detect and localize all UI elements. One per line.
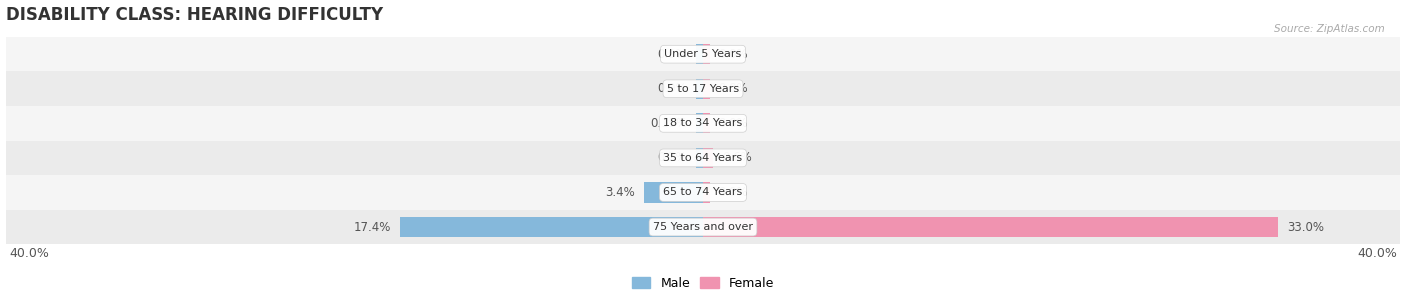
Text: Source: ZipAtlas.com: Source: ZipAtlas.com [1274, 24, 1385, 35]
Text: 65 to 74 Years: 65 to 74 Years [664, 188, 742, 197]
Bar [6, 141, 1400, 175]
Bar [703, 44, 710, 64]
Text: 3.4%: 3.4% [605, 186, 636, 199]
Text: 5 to 17 Years: 5 to 17 Years [666, 84, 740, 94]
Bar [703, 79, 710, 99]
Bar [6, 106, 1400, 141]
Text: 18 to 34 Years: 18 to 34 Years [664, 118, 742, 128]
Bar [6, 72, 1400, 106]
Text: 0.0%: 0.0% [718, 186, 748, 199]
Text: 0.15%: 0.15% [650, 117, 688, 130]
Text: 75 Years and over: 75 Years and over [652, 222, 754, 232]
Text: 40.0%: 40.0% [1357, 247, 1398, 260]
Bar [6, 210, 1400, 244]
Text: DISABILITY CLASS: HEARING DIFFICULTY: DISABILITY CLASS: HEARING DIFFICULTY [6, 6, 382, 24]
Text: 0.0%: 0.0% [718, 82, 748, 95]
Text: Under 5 Years: Under 5 Years [665, 49, 741, 59]
Text: 0.6%: 0.6% [723, 151, 752, 164]
Bar [696, 148, 703, 168]
Bar [6, 175, 1400, 210]
Bar [703, 148, 713, 168]
Text: 0.0%: 0.0% [718, 117, 748, 130]
Bar [703, 113, 710, 133]
Bar [703, 217, 1278, 237]
Bar [399, 217, 703, 237]
Bar [696, 79, 703, 99]
Bar [644, 182, 703, 203]
Text: 35 to 64 Years: 35 to 64 Years [664, 153, 742, 163]
Text: 17.4%: 17.4% [353, 221, 391, 233]
Text: 0.3%: 0.3% [658, 151, 688, 164]
Bar [6, 37, 1400, 72]
Bar [703, 182, 710, 203]
Text: 40.0%: 40.0% [8, 247, 49, 260]
Bar [696, 113, 703, 133]
Text: 0.0%: 0.0% [658, 82, 688, 95]
Text: 0.0%: 0.0% [658, 48, 688, 61]
Text: 0.0%: 0.0% [718, 48, 748, 61]
Legend: Male, Female: Male, Female [627, 272, 779, 295]
Text: 33.0%: 33.0% [1286, 221, 1324, 233]
Bar [696, 44, 703, 64]
